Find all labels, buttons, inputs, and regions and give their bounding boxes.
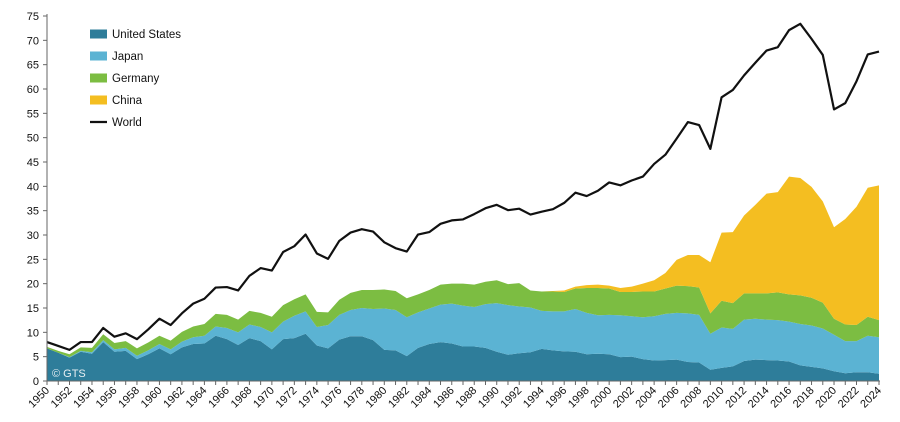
- y-tick-label: 30: [27, 230, 39, 242]
- y-tick-label: 0: [33, 376, 39, 388]
- x-tick-label: 1976: [319, 385, 345, 411]
- y-tick-label: 75: [27, 11, 39, 23]
- y-tick-label: 25: [27, 254, 39, 266]
- x-tick-label: 1958: [116, 385, 142, 411]
- legend: United States Japan Germany China World: [90, 29, 181, 129]
- y-tick-label: 5: [33, 352, 39, 364]
- area-united-states: [47, 333, 879, 381]
- x-tick-label: 1988: [454, 385, 480, 411]
- x-tick-label: 2020: [813, 385, 839, 411]
- area-china: [47, 176, 879, 355]
- x-tick-label: 1998: [566, 385, 592, 411]
- x-tick-label: 2016: [768, 385, 794, 411]
- x-tick-label: 1968: [229, 385, 255, 411]
- area-germany: [47, 280, 879, 358]
- x-tick-label: 1996: [544, 385, 570, 411]
- y-tick-label: 15: [27, 303, 39, 315]
- y-tick-label: 40: [27, 181, 39, 193]
- x-tick-label: 1966: [206, 385, 232, 411]
- x-tick-label: 2000: [588, 385, 614, 411]
- legend-label-germany: Germany: [112, 73, 160, 85]
- x-tick-label: 1954: [71, 385, 97, 411]
- x-tick-label: 1950: [26, 385, 52, 411]
- stacked-areas: [47, 176, 879, 381]
- y-tick-label: 20: [27, 279, 39, 291]
- x-tick-label: 1992: [499, 385, 525, 411]
- x-tick-label: 1974: [296, 385, 322, 411]
- legend-swatch-germany: [90, 73, 107, 83]
- x-tick-label: 1984: [409, 385, 435, 411]
- x-tick-label: 2022: [836, 385, 862, 411]
- x-tick-label: 1980: [364, 385, 390, 411]
- y-tick-label: 35: [27, 206, 39, 218]
- x-tick-label: 2024: [858, 385, 884, 411]
- legend-label-world: World: [112, 117, 142, 129]
- legend-label-china: China: [112, 95, 143, 107]
- x-tick-label: 2008: [678, 385, 704, 411]
- x-tick-label: 2012: [723, 385, 749, 411]
- x-tick-label: 1970: [251, 385, 277, 411]
- area-japan: [47, 303, 879, 374]
- line-world: [46, 22, 880, 351]
- legend-swatch-japan: [90, 51, 107, 61]
- legend-swatch-china: [90, 95, 107, 105]
- x-tick-label: 1990: [476, 385, 502, 411]
- x-tick-label: 2010: [701, 385, 727, 411]
- x-tick-label: 1956: [94, 385, 120, 411]
- watermark-label: © GTS: [52, 368, 86, 380]
- x-tick-label: 1962: [161, 385, 187, 411]
- x-tick-label: 1978: [341, 385, 367, 411]
- y-tick-label: 10: [27, 327, 39, 339]
- x-axis-ticks: 1950195219541956195819601962196419661968…: [26, 381, 884, 410]
- x-tick-label: 2002: [611, 385, 637, 411]
- x-tick-label: 1960: [139, 385, 165, 411]
- x-tick-label: 2018: [791, 385, 817, 411]
- x-tick-label: 1972: [274, 385, 300, 411]
- y-tick-label: 45: [27, 157, 39, 169]
- y-tick-label: 70: [27, 35, 39, 47]
- x-tick-label: 1952: [49, 385, 75, 411]
- y-tick-label: 60: [27, 84, 39, 96]
- x-tick-label: 1986: [431, 385, 457, 411]
- x-tick-label: 2006: [656, 385, 682, 411]
- x-tick-label: 2004: [633, 385, 659, 411]
- x-tick-label: 1964: [184, 385, 210, 411]
- x-tick-label: 2014: [746, 385, 772, 411]
- world-line-layer: [46, 22, 880, 351]
- legend-label-united-states: United States: [112, 29, 181, 41]
- y-tick-label: 55: [27, 108, 39, 120]
- x-tick-label: 1982: [386, 385, 412, 411]
- y-axis-ticks: 0 5 10 15 20 25 30 35 40 45 50 55 60 65 70 75: [27, 11, 47, 388]
- y-tick-label: 65: [27, 60, 39, 72]
- legend-swatch-united-states: [90, 29, 107, 39]
- x-tick-label: 1994: [521, 385, 547, 411]
- legend-label-japan: Japan: [112, 51, 143, 63]
- y-tick-label: 50: [27, 133, 39, 145]
